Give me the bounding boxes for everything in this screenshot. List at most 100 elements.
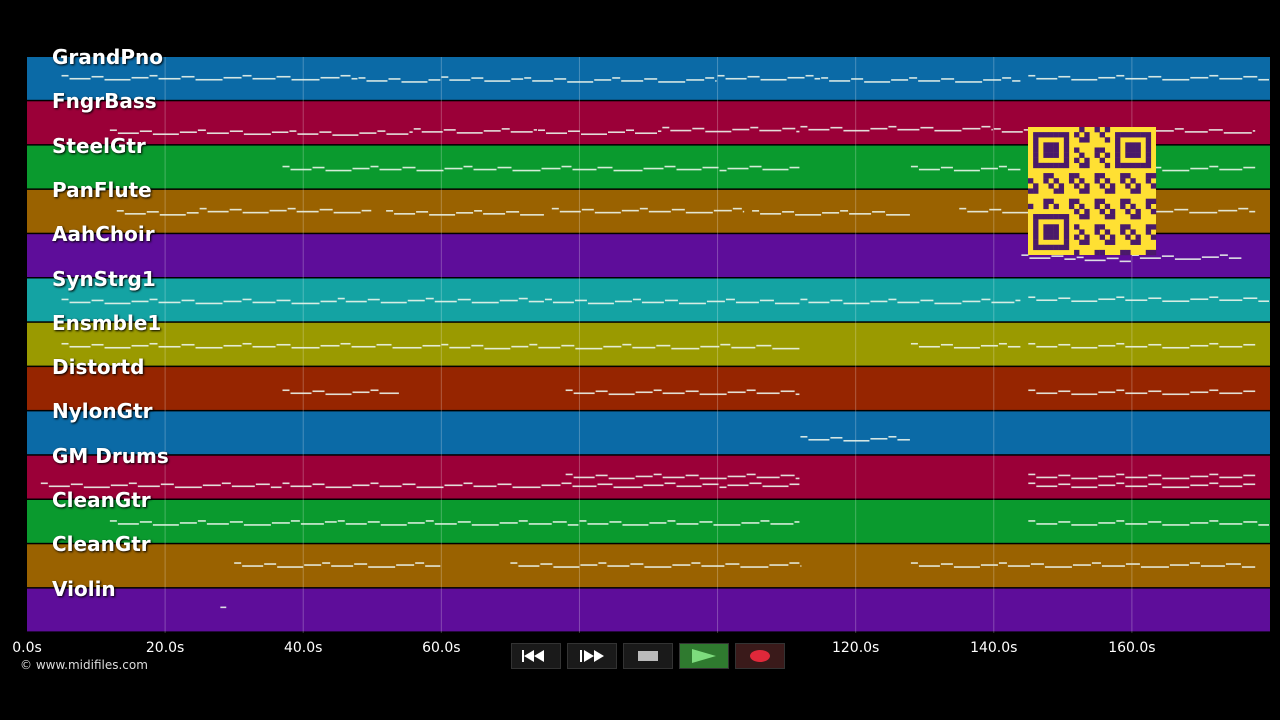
- note: [520, 214, 544, 216]
- note: [61, 342, 69, 345]
- note: [243, 133, 271, 136]
- note: [1071, 300, 1098, 303]
- note: [1125, 476, 1148, 479]
- note: [1084, 259, 1106, 262]
- note: [864, 81, 891, 83]
- note: [197, 129, 206, 132]
- note: [1219, 299, 1243, 302]
- note: [800, 298, 808, 301]
- note: [608, 131, 626, 134]
- note: [181, 75, 195, 78]
- note: [518, 297, 528, 300]
- note: [795, 477, 800, 480]
- note: [953, 169, 980, 172]
- note: [1125, 523, 1148, 525]
- note: [1190, 475, 1209, 478]
- note: [644, 78, 658, 80]
- note: [746, 473, 756, 476]
- note: [291, 346, 320, 349]
- note: [742, 210, 745, 213]
- note: [795, 393, 800, 396]
- note: [386, 210, 394, 212]
- note: [512, 169, 541, 172]
- note: [1162, 169, 1190, 172]
- track-lane: [27, 367, 1270, 410]
- note: [441, 76, 449, 78]
- fast-forward-button[interactable]: [567, 643, 617, 669]
- note: [789, 166, 800, 169]
- record-button[interactable]: [735, 643, 785, 669]
- note: [759, 129, 782, 132]
- note: [1174, 128, 1184, 130]
- note: [1139, 257, 1161, 259]
- note: [407, 299, 425, 302]
- note: [940, 166, 953, 169]
- note: [231, 485, 255, 488]
- play-icon: [692, 649, 716, 663]
- note: [699, 521, 713, 523]
- note: [732, 128, 750, 131]
- note: [962, 127, 981, 130]
- note: [1148, 474, 1162, 477]
- note: [888, 125, 897, 128]
- note: [1058, 521, 1071, 523]
- note: [1116, 342, 1125, 345]
- note: [152, 524, 179, 526]
- note: [756, 392, 780, 395]
- note: [510, 131, 533, 133]
- note: [830, 299, 843, 302]
- note: [1155, 130, 1174, 132]
- note: [715, 80, 717, 82]
- note: [61, 298, 69, 301]
- note: [808, 301, 830, 304]
- note: [639, 207, 648, 210]
- note: [603, 345, 622, 348]
- note: [40, 482, 48, 485]
- note: [1116, 473, 1125, 476]
- note: [117, 523, 139, 525]
- note: [750, 126, 759, 129]
- stop-button[interactable]: [623, 643, 673, 669]
- note: [559, 210, 581, 213]
- note: [1148, 521, 1162, 523]
- note: [1223, 132, 1252, 134]
- note: [1174, 258, 1201, 260]
- note: [1058, 474, 1071, 477]
- note: [782, 127, 796, 130]
- note: [821, 77, 829, 79]
- note: [740, 566, 769, 568]
- note: [685, 390, 699, 393]
- note: [1208, 129, 1223, 131]
- note: [1189, 562, 1200, 564]
- note: [870, 127, 888, 130]
- note: [1190, 522, 1209, 524]
- note: [415, 562, 425, 564]
- note: [291, 302, 320, 305]
- note: [649, 522, 667, 524]
- track-label: CleanGtr: [52, 532, 151, 557]
- play-button[interactable]: [679, 643, 729, 669]
- note: [252, 77, 276, 80]
- note: [796, 130, 800, 133]
- note: [413, 128, 421, 130]
- note: [959, 207, 967, 210]
- note: [1058, 483, 1071, 486]
- note: [345, 523, 367, 525]
- rewind-button[interactable]: [511, 643, 561, 669]
- note: [69, 301, 91, 304]
- note: [1162, 477, 1190, 480]
- note: [1071, 346, 1098, 349]
- note: [463, 165, 473, 168]
- note: [370, 389, 379, 392]
- note: [181, 299, 195, 302]
- note: [653, 389, 662, 392]
- note: [409, 131, 413, 133]
- note: [473, 485, 497, 488]
- note: [998, 562, 1007, 564]
- note: [1174, 208, 1189, 211]
- note: [953, 346, 980, 349]
- note: [1190, 298, 1209, 301]
- note: [1051, 255, 1064, 257]
- note: [1116, 520, 1125, 522]
- note: [953, 566, 980, 568]
